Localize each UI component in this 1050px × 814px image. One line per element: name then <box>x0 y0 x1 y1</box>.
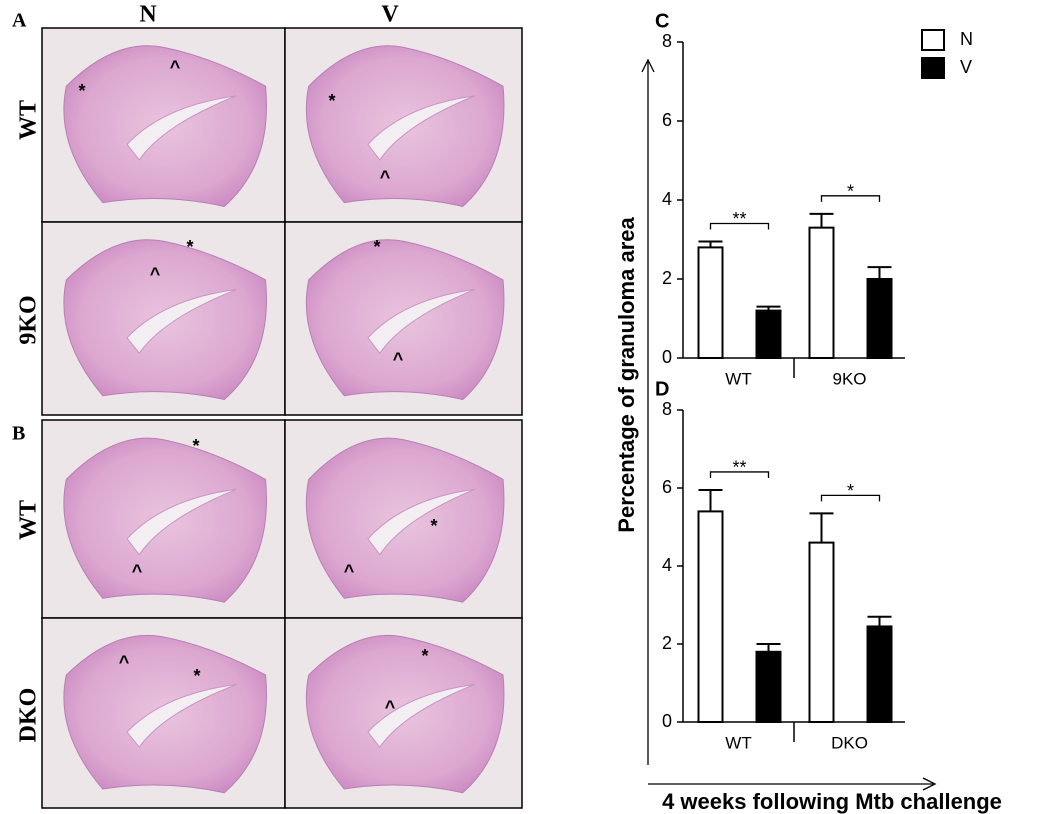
significance-label: ** <box>732 458 746 478</box>
image-marker: * <box>430 516 437 536</box>
image-marker: ^ <box>132 561 143 581</box>
image-marker: * <box>78 81 85 101</box>
significance-label: ** <box>732 209 746 229</box>
legend-label: N <box>960 29 973 49</box>
airway <box>126 488 237 556</box>
image-marker: * <box>193 666 200 686</box>
y-tick-label: 2 <box>662 633 672 653</box>
legend-label: V <box>960 57 972 77</box>
bar <box>808 226 835 359</box>
airway <box>126 289 237 355</box>
row-label: WT <box>16 100 42 140</box>
airway <box>367 684 475 749</box>
y-tick-label: 2 <box>662 268 672 288</box>
significance-label: * <box>847 481 854 501</box>
image-marker: ^ <box>385 697 396 717</box>
significance-bracket <box>820 195 881 202</box>
panel-label: B <box>12 423 25 445</box>
image-marker: ^ <box>150 264 161 284</box>
bar <box>866 625 893 724</box>
bar <box>755 309 782 360</box>
x-tick-label: WT <box>725 369 751 388</box>
image-marker: ^ <box>380 167 391 187</box>
image-marker: ^ <box>170 57 181 77</box>
x-tick-label: WT <box>725 733 751 752</box>
y-tick-label: 0 <box>662 347 672 367</box>
image-marker: * <box>186 237 193 257</box>
panel-label: A <box>12 10 27 32</box>
y-tick-label: 4 <box>662 189 672 209</box>
legend-swatch <box>921 29 945 51</box>
row-label: WT <box>16 500 42 540</box>
y-tick-label: 4 <box>662 555 672 575</box>
airway <box>367 289 475 355</box>
bar <box>755 650 782 723</box>
significance-bracket <box>709 471 770 478</box>
airway <box>367 95 475 161</box>
image-marker: ^ <box>119 652 130 672</box>
bar <box>808 541 835 723</box>
bar <box>697 246 724 359</box>
image-marker: ^ <box>393 349 404 369</box>
axis-arrows <box>641 58 937 791</box>
y-tick-label: 0 <box>662 711 672 731</box>
significance-bracket <box>709 222 770 230</box>
airway <box>126 684 237 749</box>
image-marker: * <box>328 91 335 111</box>
significance-bracket <box>820 494 881 502</box>
row-label: 9KO <box>16 295 42 344</box>
panel-label: D <box>655 378 669 400</box>
image-marker: * <box>373 237 380 257</box>
airway <box>126 95 237 161</box>
y-tick-label: 8 <box>662 31 672 51</box>
image-marker: * <box>192 436 199 456</box>
panel-label: C <box>655 10 669 32</box>
significance-label: * <box>847 182 854 202</box>
x-tick-label: 9KO <box>832 369 866 388</box>
y-tick-label: 8 <box>662 399 672 419</box>
legend-swatch <box>921 57 945 79</box>
x-axis-label: 4 weeks following Mtb challenge <box>662 789 1002 814</box>
row-label: DKO <box>16 688 42 743</box>
y-tick-label: 6 <box>662 477 672 497</box>
bar <box>866 278 893 359</box>
x-tick-label: DKO <box>831 733 868 752</box>
bar <box>697 510 724 723</box>
column-label: V <box>381 2 399 28</box>
image-marker: * <box>421 646 428 666</box>
image-marker: ^ <box>344 561 355 581</box>
airway <box>367 488 475 556</box>
y-tick-label: 6 <box>662 110 672 130</box>
y-axis-label: Percentage of granuloma area <box>614 217 639 533</box>
column-label: N <box>139 2 157 28</box>
